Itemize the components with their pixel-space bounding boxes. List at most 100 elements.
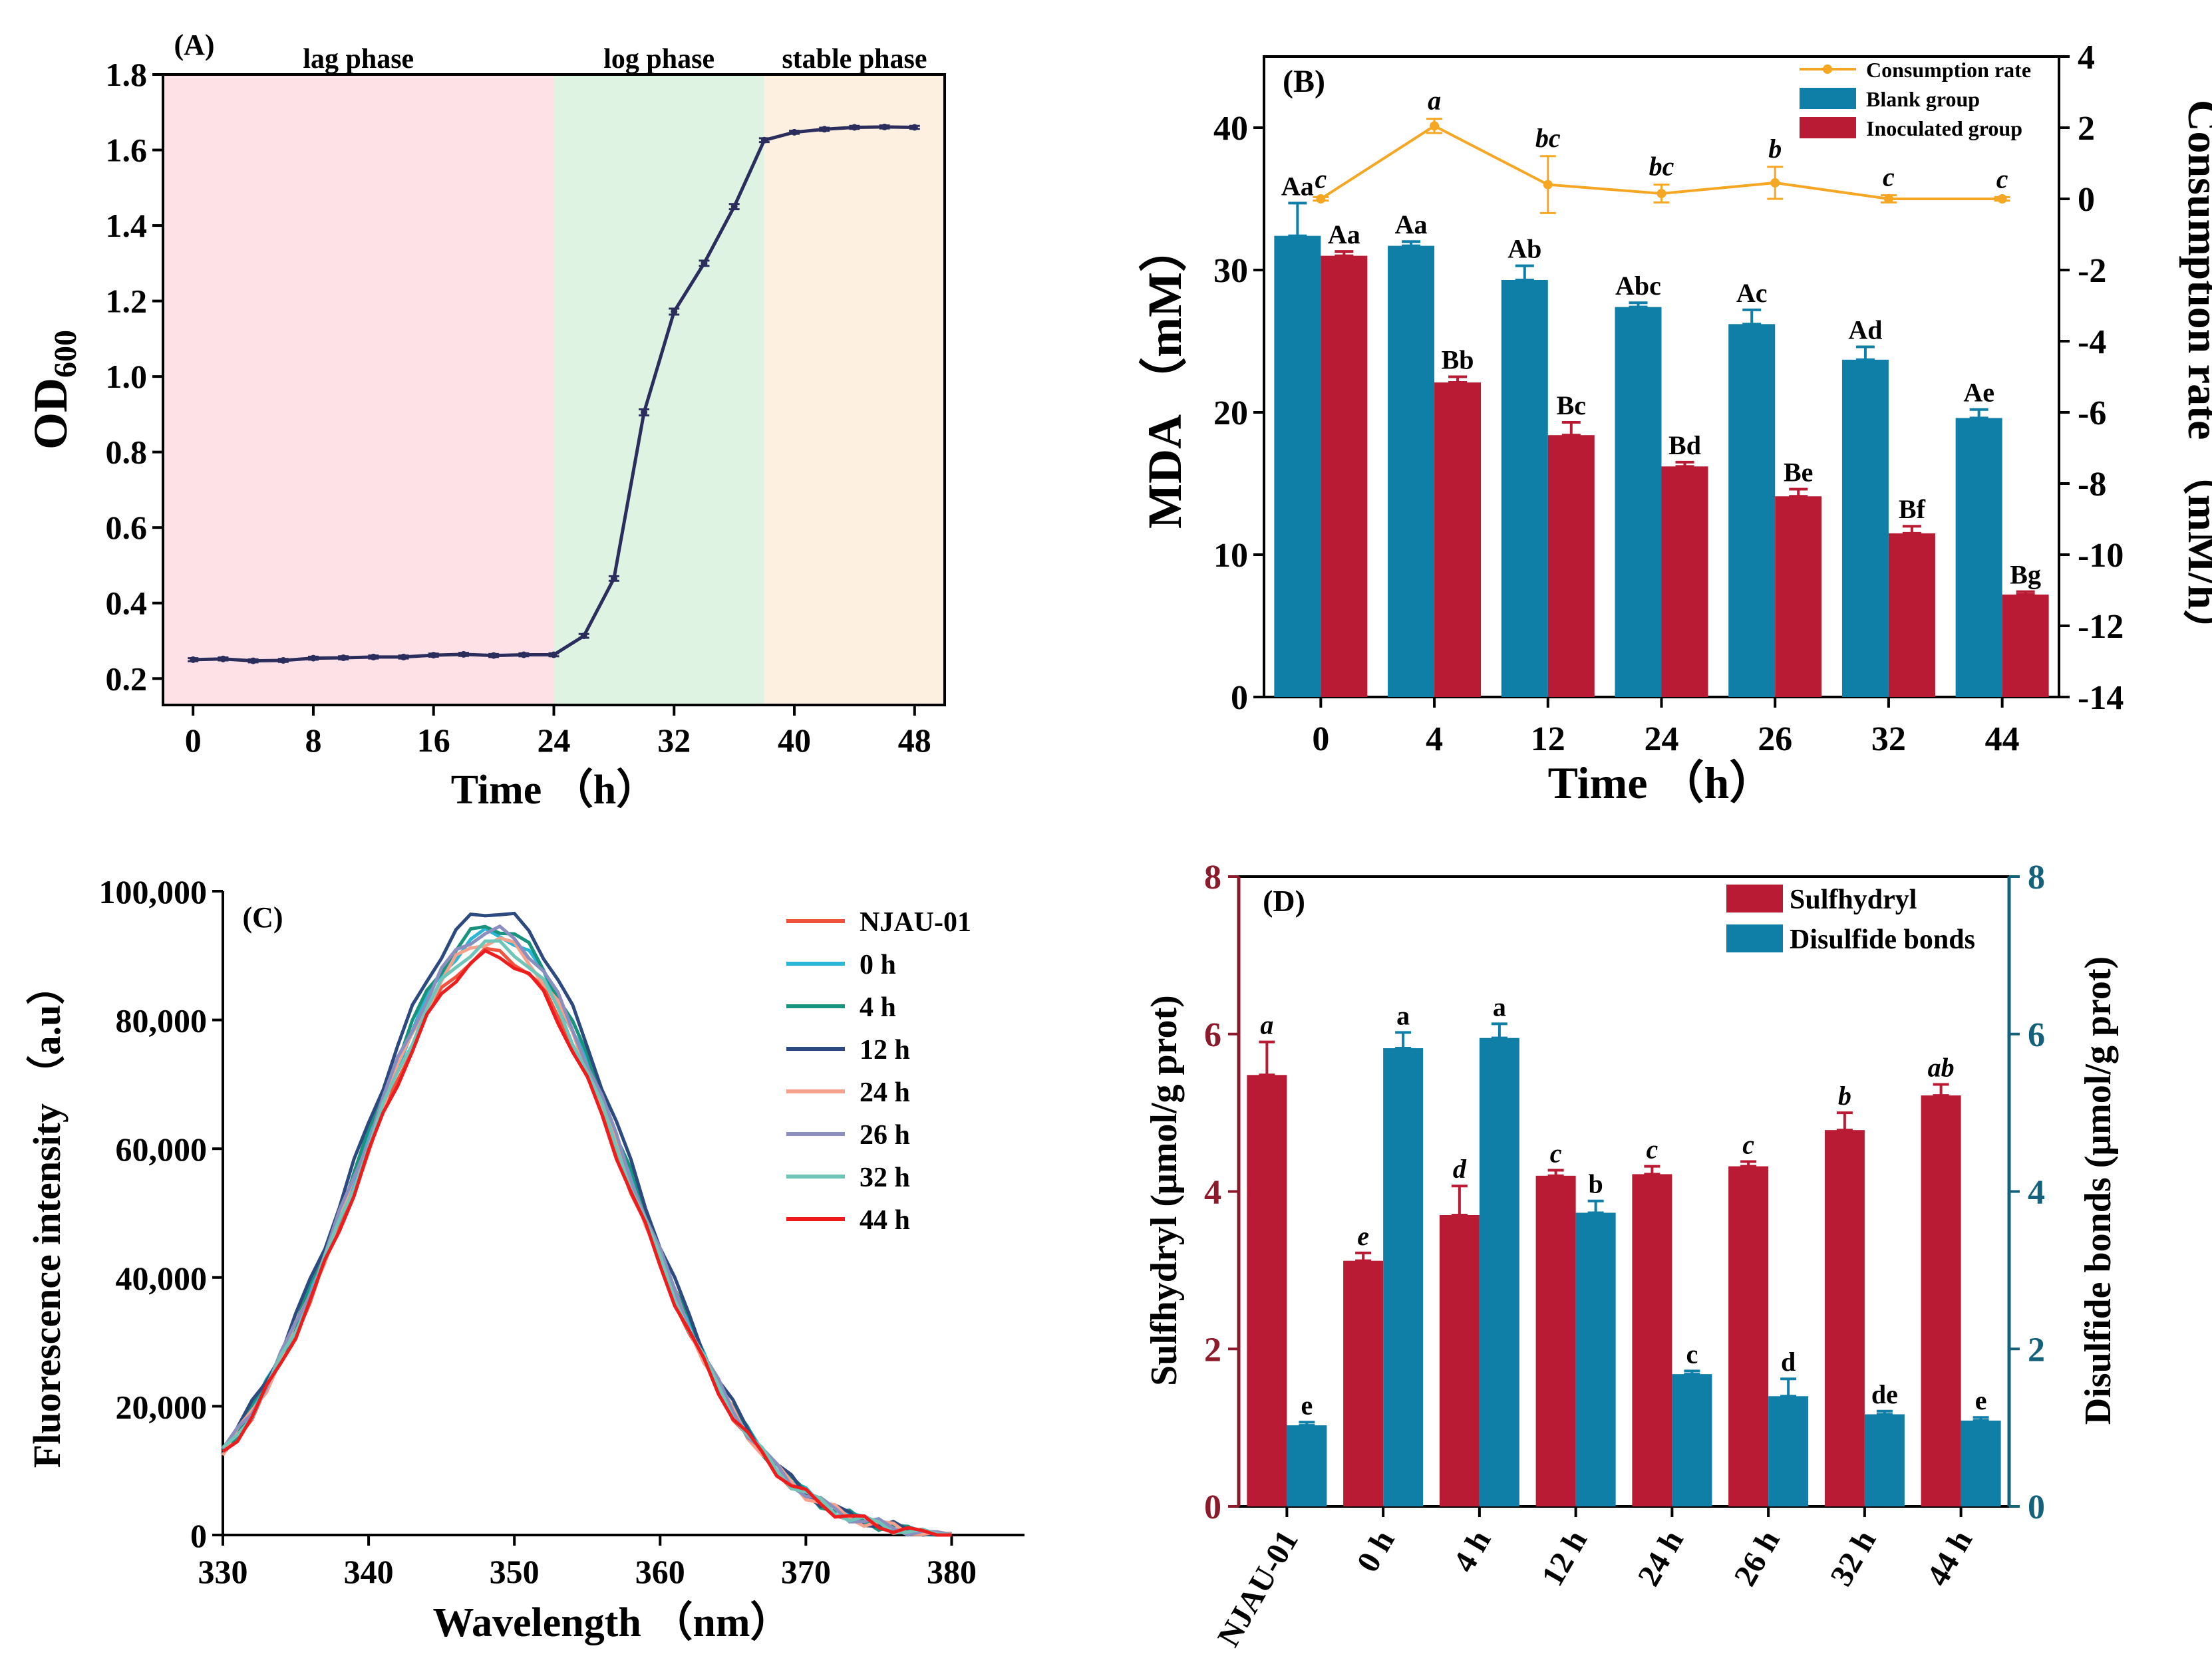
panel-label: (B): [1283, 64, 1325, 99]
bar-label: c: [1550, 1139, 1562, 1169]
y2-tick-label: -6: [2078, 394, 2106, 432]
y-tick-label: 6: [1204, 1016, 1221, 1054]
y-tick-label: 0.6: [106, 509, 148, 546]
panel-label: (D): [1263, 884, 1305, 918]
legend: NJAU-01 0 h 4 h 12 h 24 h 26 h 32 h 44 h: [786, 907, 971, 1236]
y2-tick-label: 0: [2028, 1488, 2045, 1526]
x-tick-label: 8: [305, 722, 321, 759]
phase-label: log phase: [603, 44, 714, 74]
bar-label: a: [1260, 1010, 1273, 1040]
bar-label: Aa: [1328, 219, 1360, 249]
phase-band: [764, 74, 945, 705]
bar-label: c: [1742, 1130, 1754, 1160]
bar-label: Bb: [1442, 345, 1474, 375]
bar: [1321, 255, 1368, 698]
bar: [1575, 1212, 1616, 1506]
data-point: [460, 650, 467, 658]
bar: [1615, 307, 1662, 697]
x-tick-label: 4 h: [1446, 1524, 1498, 1578]
panel-a: lag phase log phase stable phase 0 8 16 24 32 40…: [24, 29, 946, 813]
consumption-label: a: [1428, 86, 1441, 116]
x-tick-label: 380: [927, 1553, 977, 1590]
bar: [1547, 435, 1595, 697]
data-point: [400, 653, 407, 660]
phase-band: [553, 74, 764, 705]
bar-label: Bd: [1668, 430, 1701, 460]
legend-swatch: [1726, 924, 1783, 952]
y-tick-label: 40,000: [116, 1260, 208, 1297]
data-point: [340, 654, 347, 662]
x-tick-label: 32 h: [1823, 1524, 1883, 1592]
consumption-point: [1997, 194, 2007, 204]
consumption-label: c: [1996, 164, 2008, 194]
x-tick-label: 16: [417, 722, 450, 759]
legend: Consumption rate Blank group Inoculated gr…: [1800, 58, 2031, 140]
y-tick-label: 40: [1213, 110, 1248, 148]
x-tick-label: 26: [1758, 720, 1792, 758]
bar-label: Ab: [1507, 234, 1541, 264]
x-tick-label: 24: [1645, 720, 1679, 758]
y-axis-label: Fluorescence intensity （a.u）: [25, 966, 69, 1468]
y-axis-label: Sulfhydryl (μmol/g prot): [1144, 995, 1185, 1386]
y2-axis-label: Consumption rate （mM/h）: [2179, 100, 2212, 653]
data-point: [671, 308, 678, 315]
legend-label: 26 h: [860, 1120, 910, 1151]
consumption-point: [1316, 194, 1326, 204]
legend-label: Sulfhydryl: [1790, 885, 1917, 915]
x-tick-label: 44 h: [1920, 1524, 1979, 1592]
bar: [1824, 1130, 1865, 1506]
y2-tick-label: -4: [2078, 323, 2106, 361]
consumption-label: b: [1768, 134, 1782, 164]
y-tick-label: 0.4: [106, 585, 148, 622]
bar: [1247, 1075, 1287, 1506]
bar: [1921, 1095, 1961, 1506]
legend-marker: [1823, 65, 1832, 74]
legend-label: 24 h: [860, 1077, 910, 1108]
phase-label: lag phase: [303, 44, 414, 74]
x-axis-label: Time （h）: [1548, 758, 1775, 808]
bar-label: Bc: [1557, 390, 1586, 420]
consumption-label: c: [1315, 164, 1327, 194]
bar: [1728, 1166, 1769, 1506]
consumption-label: bc: [1535, 123, 1561, 153]
data-point: [370, 653, 377, 660]
y2-tick-label: -8: [2078, 466, 2106, 503]
y2-tick-label: 8: [2028, 859, 2045, 897]
legend-swatch: [1726, 885, 1783, 912]
bar: [1888, 533, 1935, 697]
legend-label: 32 h: [860, 1163, 910, 1193]
bar: [1728, 324, 1776, 697]
y2-tick-label: 2: [2078, 110, 2095, 148]
bar-label: d: [1781, 1347, 1796, 1377]
y-tick-label: 20: [1213, 394, 1248, 432]
x-tick-label: 48: [898, 722, 931, 759]
x-tick-label: 4: [1426, 720, 1443, 758]
bar: [1287, 1425, 1327, 1506]
data-point: [610, 575, 617, 582]
bar-label: Ac: [1736, 278, 1768, 308]
x-tick-label: NJAU-01: [1211, 1524, 1305, 1653]
y-tick-label: 1.2: [106, 283, 148, 320]
x-tick-label: 0: [1312, 720, 1329, 758]
bar: [1274, 235, 1321, 697]
x-tick-label: 32: [1871, 720, 1906, 758]
bar: [1864, 1414, 1905, 1506]
x-tick-label: 12 h: [1535, 1524, 1594, 1592]
data-point: [249, 657, 257, 664]
consumption-point: [1770, 178, 1780, 188]
y-tick-label: 1.4: [106, 207, 148, 244]
data-point: [309, 654, 317, 662]
legend-label: Consumption rate: [1866, 58, 2031, 82]
bar-label: Ad: [1848, 315, 1882, 345]
phase-band: [163, 74, 554, 705]
data-point: [821, 126, 828, 133]
data-point: [430, 652, 437, 659]
y-tick-label: 2: [1204, 1331, 1221, 1369]
legend-label: 44 h: [860, 1205, 910, 1236]
x-tick-label: 340: [344, 1553, 394, 1590]
bar-label: Bf: [1899, 494, 1926, 524]
legend-label: NJAU-01: [860, 907, 971, 938]
bar: [1479, 1038, 1519, 1506]
y2-tick-label: -2: [2078, 252, 2106, 290]
